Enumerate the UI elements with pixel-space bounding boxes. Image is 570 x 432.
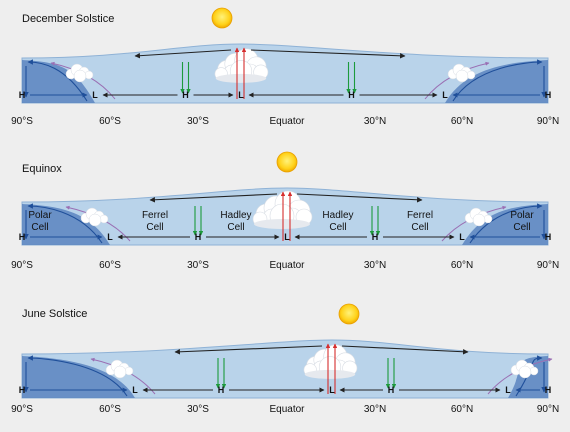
latitude-label: 60°S	[99, 404, 121, 415]
pressure-label: L	[329, 385, 335, 395]
pressure-label: H	[195, 232, 202, 242]
latitude-label: 60°S	[99, 260, 121, 271]
pressure-label: L	[107, 232, 113, 242]
south-polar-flow-arrow	[27, 203, 103, 244]
latitude-label: 30°N	[364, 260, 386, 271]
upper-flow-south-arrow	[149, 193, 278, 203]
pressure-label: L	[505, 385, 511, 395]
itcz-cloud	[214, 48, 269, 83]
pressure-label: H	[545, 90, 552, 100]
upper-flow-north-arrow	[296, 193, 423, 203]
latitude-label: 90°S	[11, 404, 33, 415]
upper-flow-south-arrow	[174, 345, 323, 355]
pressure-label: L	[92, 90, 98, 100]
pressure-label: H	[19, 232, 26, 242]
panel-title: Equinox	[22, 163, 62, 175]
upper-flow-north-arrow	[250, 49, 406, 59]
cell-label: Hadley Cell	[220, 210, 251, 233]
pressure-label: L	[459, 232, 465, 242]
itcz-cloud	[252, 190, 313, 229]
latitude-label: 60°N	[451, 116, 473, 127]
itcz-cloud	[303, 344, 358, 379]
latitude-label: 60°N	[451, 404, 473, 415]
north-front-cloud	[510, 359, 539, 379]
latitude-label: 90°N	[537, 260, 559, 271]
sun-icon	[338, 303, 360, 325]
pressure-label: H	[372, 232, 379, 242]
north-front-cloud	[464, 207, 493, 227]
latitude-label: 90°N	[537, 116, 559, 127]
latitude-label: 30°N	[364, 116, 386, 127]
cell-label: Polar Cell	[510, 210, 534, 233]
north-polar-flow-arrow	[452, 59, 543, 102]
cell-label: Polar Cell	[28, 210, 52, 233]
north-polar-flow-arrow	[469, 203, 543, 244]
latitude-label: 30°S	[187, 116, 209, 127]
latitude-label: 60°N	[451, 260, 473, 271]
south-front-cloud	[105, 359, 134, 379]
cell-label: Ferrel Cell	[407, 210, 433, 233]
pressure-label: H	[182, 90, 189, 100]
south-polar-flow-arrow	[27, 59, 88, 102]
latitude-label: 60°S	[99, 116, 121, 127]
pressure-label: H	[348, 90, 355, 100]
troposphere-band	[21, 43, 549, 104]
latitude-label: Equator	[269, 260, 305, 271]
panel-title: June Solstice	[22, 308, 87, 320]
pressure-label: H	[388, 385, 395, 395]
north-front-cloud	[447, 63, 476, 83]
pressure-label: H	[545, 385, 552, 395]
sun-icon	[276, 151, 298, 173]
pressure-label: H	[19, 385, 26, 395]
south-polar-cell	[22, 356, 135, 398]
troposphere-band	[21, 339, 549, 399]
cell-label: Ferrel Cell	[142, 210, 168, 233]
latitude-label: Equator	[269, 404, 305, 415]
cell-label: Hadley Cell	[322, 210, 353, 233]
pressure-label: L	[284, 232, 290, 242]
pressure-label: L	[238, 90, 244, 100]
south-polar-cell	[22, 60, 95, 103]
sun-icon	[211, 7, 233, 29]
upper-flow-south-arrow	[134, 49, 232, 59]
pressure-label: L	[442, 90, 448, 100]
latitude-label: 90°S	[11, 116, 33, 127]
pressure-label: H	[545, 232, 552, 242]
panel-1: H L H L H L H December Solstice 90°S 60°S 30°S Equa…	[11, 7, 559, 127]
latitude-label: 30°S	[187, 404, 209, 415]
pressure-label: H	[218, 385, 225, 395]
latitude-label: 90°S	[11, 260, 33, 271]
latitude-label: 30°N	[364, 404, 386, 415]
latitude-label: 30°S	[187, 260, 209, 271]
north-polar-cell	[462, 204, 548, 245]
south-front-cloud	[80, 207, 109, 227]
upper-flow-north-arrow	[341, 345, 469, 355]
latitude-label: Equator	[269, 116, 305, 127]
pressure-label: H	[19, 90, 26, 100]
panel-3: H L H L H L H June Solstice 90°S 60°S 30°S Equator 3…	[11, 303, 559, 415]
south-polar-flow-arrow	[27, 355, 128, 397]
south-polar-cell	[22, 204, 110, 245]
north-polar-cell	[445, 60, 548, 103]
latitude-label: 90°N	[537, 404, 559, 415]
panel-title: December Solstice	[22, 13, 114, 25]
south-front-cloud	[65, 63, 94, 83]
pressure-label: L	[132, 385, 138, 395]
